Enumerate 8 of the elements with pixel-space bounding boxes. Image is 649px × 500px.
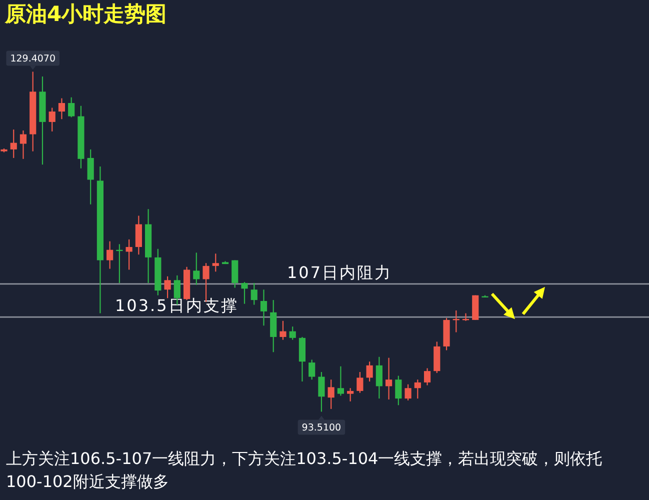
ref-line-label: 103.5日内支撑 bbox=[115, 296, 238, 316]
value-label: 129.4070 bbox=[6, 50, 60, 70]
chart-title: 原油4小时走势图 bbox=[5, 1, 167, 27]
text: 上方关注106.5-107一线阻力，下方关注103.5-104一线支撑，若出现突破，则依托100-102附近支撑做多 bbox=[6, 448, 604, 493]
annotation: 129.4070 bbox=[10, 54, 56, 65]
value-label: 93.5100 bbox=[298, 416, 346, 435]
ref-line-label: 107日内阻力 bbox=[287, 262, 392, 282]
annotation: 93.5100 bbox=[302, 422, 342, 434]
